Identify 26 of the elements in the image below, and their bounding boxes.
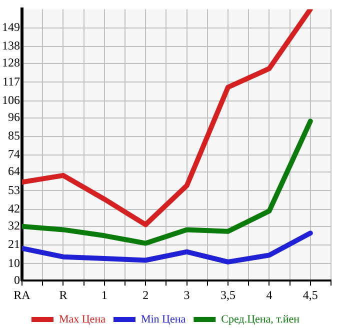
y-tick-label: 128 (2, 56, 20, 70)
y-tick-label: 21 (8, 237, 20, 252)
x-tick-label: 4 (266, 288, 272, 302)
x-tick-label: RA (14, 288, 31, 302)
x-tick-label: 2 (142, 288, 149, 302)
y-tick-label: 10 (8, 256, 20, 270)
x-tick-label: 1 (101, 288, 108, 302)
y-tick-label: 0 (14, 272, 20, 287)
y-tick-label: 149 (2, 20, 20, 34)
y-tick-label: 96 (8, 110, 20, 124)
y-tick-label: 106 (2, 92, 20, 107)
legend-label: Max Цена (58, 313, 106, 326)
y-tick-label: 85 (8, 128, 20, 143)
y-tick-label: 138 (2, 38, 20, 53)
y-tick-label: 64 (8, 164, 20, 178)
y-tick-label: 53 (8, 182, 20, 197)
x-tick-label: 3 (184, 288, 190, 302)
x-tick-label: 3,5 (220, 288, 236, 302)
x-tick-label: 4,5 (302, 288, 318, 302)
legend-label: Сред.Цена, т.йен (221, 313, 300, 326)
x-tick-label: R (59, 288, 68, 302)
y-tick-label: 117 (2, 74, 20, 88)
legend-label: Min Цена (140, 313, 186, 326)
y-tick-label: 74 (8, 147, 20, 162)
y-tick-label: 32 (8, 218, 20, 232)
y-tick-label: 42 (8, 202, 20, 216)
